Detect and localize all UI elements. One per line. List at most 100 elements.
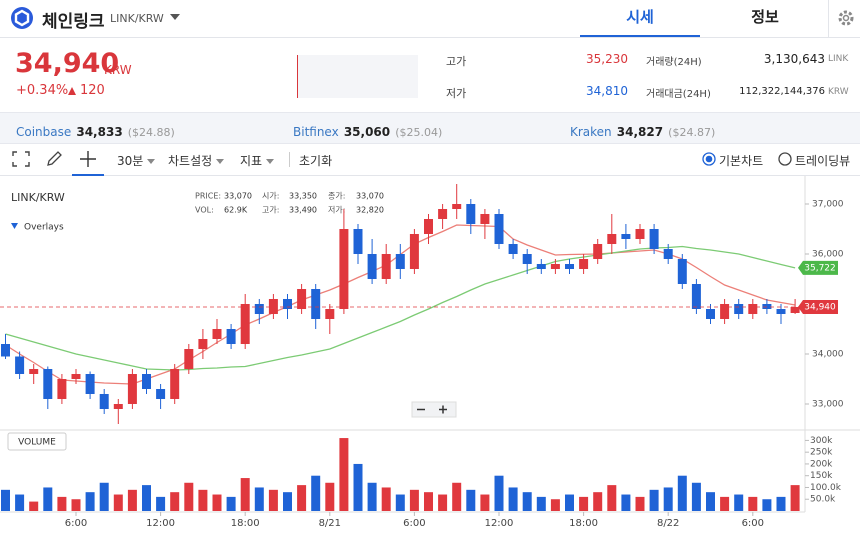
mini-chart-line [297, 55, 298, 98]
volume-bar [43, 487, 53, 511]
menu[interactable]: 차트설정 [168, 152, 225, 169]
stat-value: 3,130,643 [763, 52, 825, 66]
candle-body [226, 329, 236, 344]
volume-bar [593, 492, 603, 511]
stat-label: 고가 [446, 55, 467, 68]
volume-bar [353, 463, 363, 511]
exchange-usd: ($24.88) [127, 126, 175, 139]
candle-body [198, 339, 208, 349]
y-tick-label: 36,000 [812, 250, 844, 260]
price-tag [798, 300, 838, 314]
candle-body [283, 299, 292, 309]
tab[interactable]: 정보 [751, 8, 779, 26]
volume-bar [311, 475, 321, 511]
menu-label: 지표 [240, 154, 263, 168]
stat-unit: KRW [828, 87, 849, 97]
volume-bar [480, 494, 490, 511]
candle-body [71, 374, 81, 379]
info-value: 33,070 [356, 192, 384, 201]
candle-body [381, 254, 391, 279]
volume-bar [339, 438, 349, 511]
candle-body [550, 264, 560, 269]
volume-bar [677, 475, 687, 511]
draw-icon[interactable] [45, 150, 63, 168]
volume-bar [1, 489, 10, 511]
volume-button[interactable] [7, 432, 67, 451]
candle-body [395, 254, 405, 269]
radio[interactable] [778, 152, 792, 166]
candle-body [579, 259, 589, 269]
candle-body [649, 229, 659, 249]
settings-icon[interactable] [836, 8, 856, 28]
volume-bar [579, 496, 589, 511]
exchange: Kraken 34,827 ($24.87) [570, 121, 715, 140]
candle-body [706, 309, 715, 319]
candle-body [466, 204, 476, 224]
volume-bar [748, 496, 758, 511]
volume-bar [367, 482, 377, 511]
exchange-usd: ($24.87) [668, 126, 716, 139]
volume-bar [663, 487, 673, 511]
volume-bar [452, 482, 462, 511]
volume-bar [607, 485, 617, 511]
stat-label: 거래량(24H) [646, 57, 702, 68]
candle-body [593, 244, 603, 259]
volume-tick-label: 150k [810, 471, 833, 481]
volume-bar [381, 487, 391, 511]
candle-body [565, 264, 574, 269]
exchange-price: 35,060 [343, 125, 391, 139]
candle-body [57, 379, 67, 399]
zoom-in[interactable] [439, 405, 447, 414]
exchange: Coinbase 34,833 ($24.88) [16, 121, 175, 140]
volume-bar [649, 489, 659, 511]
price-tag-label: 35,722 [804, 263, 836, 273]
price-tag [798, 260, 838, 275]
info-label: VOL: [195, 206, 214, 215]
change-percent: +0.34% [16, 83, 69, 98]
change-amount: 120 [80, 83, 105, 98]
caret [216, 159, 225, 164]
volume-bar [494, 475, 504, 511]
volume-bar [706, 492, 715, 511]
exchange-name: Kraken [570, 125, 612, 139]
x-tick-label: 6:00 [65, 518, 87, 529]
info-value: 32,820 [356, 206, 384, 215]
radio-checked[interactable] [702, 152, 716, 166]
overlays-label[interactable]: Overlays [24, 223, 64, 233]
radio-label: 기본차트 [719, 154, 764, 168]
fullscreen-icon[interactable] [12, 151, 30, 167]
reset-button[interactable]: 초기화 [299, 154, 333, 168]
candle-body [29, 369, 39, 374]
overlays-toggle[interactable] [11, 223, 18, 229]
y-tick-label: 34,000 [812, 350, 844, 360]
candle-body [494, 214, 504, 244]
menu[interactable]: 지표 [240, 152, 275, 169]
crosshair-tool[interactable] [72, 143, 104, 176]
volume-bar [438, 494, 448, 511]
exchange-usd: ($25.04) [395, 126, 443, 139]
candle-body [142, 374, 151, 389]
candle-body [621, 234, 631, 239]
candle-body [762, 304, 772, 309]
info-value: 33,350 [289, 192, 317, 201]
coin-dropdown[interactable] [170, 14, 180, 20]
x-tick-label: 8/22 [657, 518, 679, 529]
candle-body [607, 234, 617, 244]
candle-body [325, 309, 335, 319]
candle-body [85, 374, 95, 394]
divider [289, 152, 290, 167]
candle-body [268, 299, 278, 314]
info-label: 고가: [262, 206, 279, 215]
info-label: PRICE: [195, 192, 221, 201]
toolbar: 30분 차트설정 지표 초기화 기본차트 트레이딩뷰 [0, 143, 860, 176]
mini-chart [297, 55, 418, 98]
interval-select[interactable]: 30분 [117, 152, 156, 169]
chart-group: LINK/KRW Overlays VOLUME 33,000 34,000 36,… [0, 176, 860, 529]
candle-body [409, 234, 419, 269]
candle-body [635, 229, 645, 239]
stat-unit: LINK [828, 54, 849, 64]
volume-bar [15, 494, 25, 511]
tab-active[interactable]: 시세 [580, 0, 700, 37]
